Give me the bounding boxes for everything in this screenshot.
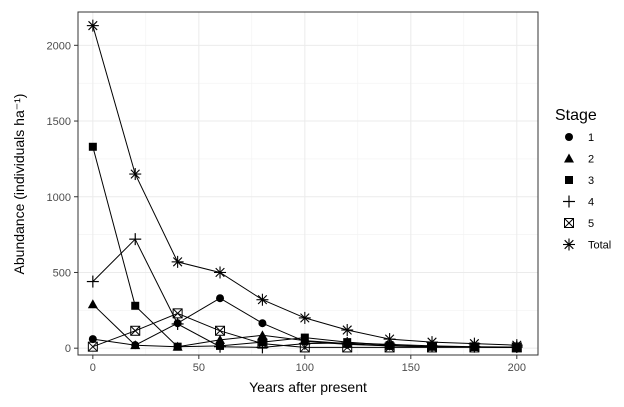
y-tick-label: 2000 (47, 40, 71, 52)
legend-label: 3 (588, 175, 594, 187)
data-point-total (341, 324, 354, 337)
data-point-2 (130, 340, 141, 350)
data-point-3 (131, 301, 140, 310)
legend-item-5: 5 (564, 218, 594, 230)
y-tick-label: 0 (65, 343, 71, 355)
data-point-5 (299, 342, 310, 353)
data-point-total (468, 337, 481, 350)
legend-label: 4 (588, 197, 594, 209)
plot-border (77, 11, 539, 356)
legend-item-3: 3 (565, 175, 594, 187)
data-point-total (171, 255, 184, 268)
y-tick-label: 1000 (47, 192, 71, 204)
data-point-4 (171, 317, 184, 330)
legend: Stage 1 2 3 4 5 Total (555, 107, 611, 252)
legend-key-4 (563, 195, 575, 208)
legend-key-5 (564, 218, 574, 228)
data-point-total (86, 19, 99, 32)
y-axis-title: Abundance (individuals ha⁻¹) (11, 94, 27, 275)
series-layer (86, 19, 523, 354)
data-point-total (383, 333, 396, 346)
grid-major (78, 12, 538, 355)
data-point-5 (87, 341, 98, 352)
grid-minor (78, 12, 538, 355)
x-tick-label: 0 (90, 362, 96, 374)
legend-label: 1 (588, 132, 594, 144)
data-point-2 (215, 334, 226, 344)
x-tick-label: 50 (193, 362, 205, 374)
data-point-1 (88, 335, 97, 344)
data-point-2 (257, 330, 268, 340)
legend-title: Stage (555, 107, 597, 124)
y-axis: 0 500 1000 1500 2000 (47, 40, 78, 355)
legend-label: 5 (588, 218, 594, 230)
data-point-5 (215, 325, 226, 336)
data-point-3 (173, 342, 182, 351)
data-point-3 (88, 142, 97, 151)
data-point-5 (342, 342, 353, 353)
data-point-5 (130, 325, 141, 336)
legend-key-total (563, 238, 575, 251)
x-tick-label: 100 (296, 362, 314, 374)
x-axis-title: Years after present (249, 379, 367, 395)
legend-item-4: 4 (563, 195, 594, 209)
data-point-1 (216, 294, 225, 303)
data-point-4 (86, 275, 99, 288)
x-axis: 0 50 100 150 200 (90, 355, 526, 374)
legend-item-2: 2 (564, 153, 594, 166)
data-point-total (510, 339, 523, 352)
data-point-3 (300, 333, 309, 342)
x-tick-label: 150 (402, 362, 420, 374)
data-point-total (214, 266, 227, 279)
legend-item-1: 1 (565, 132, 594, 144)
y-tick-label: 500 (53, 267, 71, 279)
legend-key-2 (564, 153, 574, 163)
x-tick-label: 200 (508, 362, 526, 374)
data-point-4 (129, 233, 142, 246)
data-point-2 (87, 299, 98, 309)
legend-key-3 (565, 176, 573, 184)
data-point-5 (172, 308, 183, 319)
data-point-1 (258, 319, 267, 328)
data-point-4 (214, 340, 227, 353)
legend-item-total: Total (563, 238, 611, 252)
legend-label: Total (588, 240, 611, 252)
data-point-total (298, 311, 311, 324)
plot-panel (78, 12, 538, 355)
data-point-5 (257, 338, 268, 349)
data-point-total (129, 168, 142, 181)
legend-label: 2 (588, 154, 594, 166)
data-point-total (256, 293, 269, 306)
y-tick-label: 1500 (47, 116, 71, 128)
data-point-total (426, 336, 439, 349)
legend-key-1 (565, 133, 573, 141)
